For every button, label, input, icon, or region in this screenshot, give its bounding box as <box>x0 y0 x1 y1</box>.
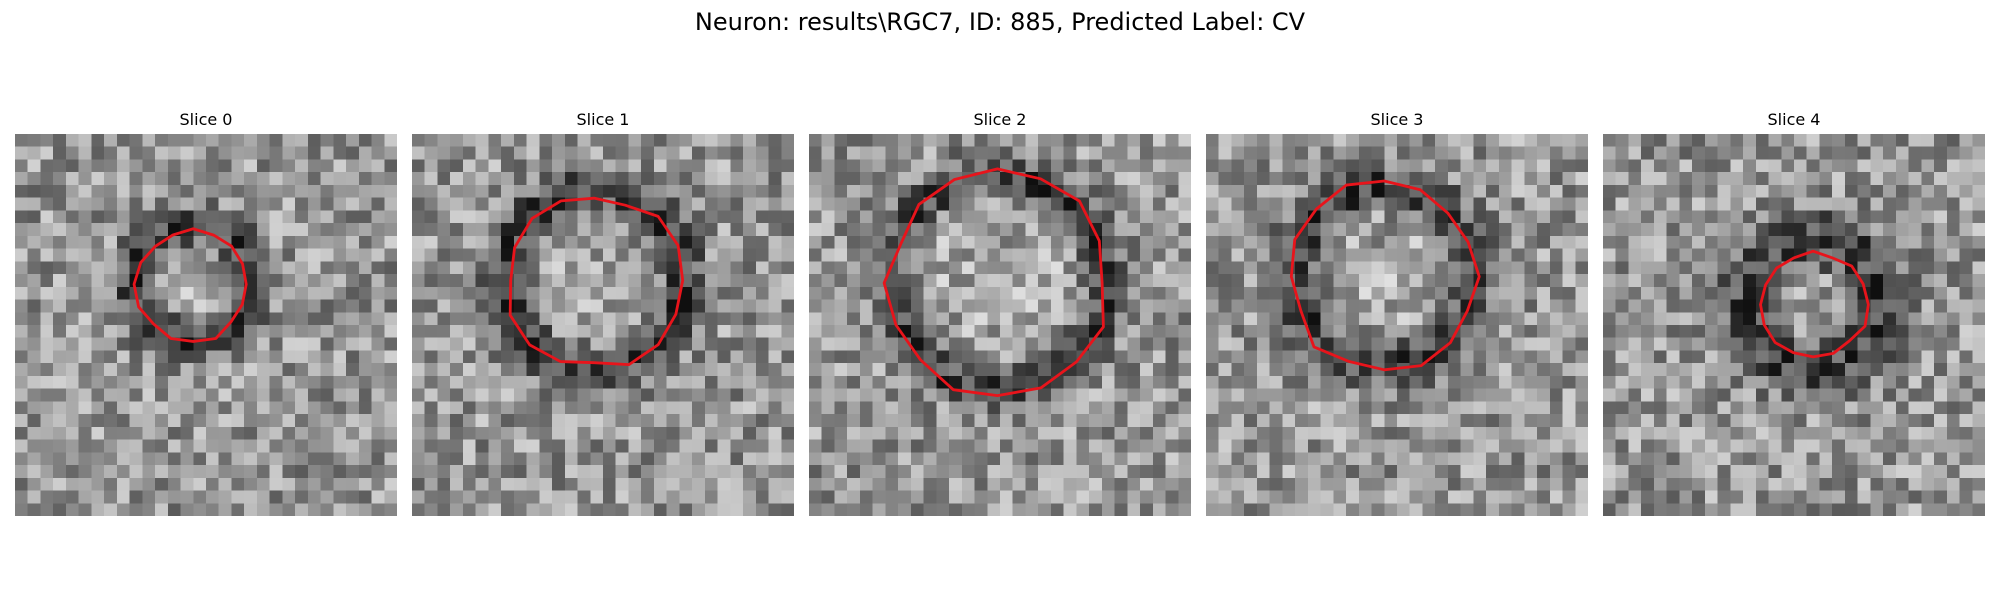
slice-title-3: Slice 3 <box>1370 110 1424 129</box>
slice-panel-1: Slice 1 <box>412 110 794 520</box>
slice-panel-0: Slice 0 <box>15 110 397 520</box>
slice-title-4: Slice 4 <box>1767 110 1821 129</box>
slice-image-3 <box>1206 134 1588 516</box>
slice-title-1: Slice 1 <box>576 110 630 129</box>
slice-title-0: Slice 0 <box>179 110 233 129</box>
cell-outline <box>132 227 248 343</box>
slice-image-4 <box>1603 134 1985 516</box>
slice-image-1 <box>412 134 794 516</box>
slice-image-2 <box>809 134 1191 516</box>
slice-panel-3: Slice 3 <box>1206 110 1588 520</box>
cell-outline <box>508 196 685 367</box>
slice-panel-4: Slice 4 <box>1603 110 1985 520</box>
cell-outline <box>1289 179 1481 372</box>
slice-panel-2: Slice 2 <box>809 110 1191 520</box>
cell-outline <box>882 167 1105 398</box>
slice-image-0 <box>15 134 397 516</box>
cell-outline <box>1759 249 1870 359</box>
slice-title-2: Slice 2 <box>973 110 1027 129</box>
figure-title: Neuron: results\RGC7, ID: 885, Predicted… <box>694 8 1306 36</box>
